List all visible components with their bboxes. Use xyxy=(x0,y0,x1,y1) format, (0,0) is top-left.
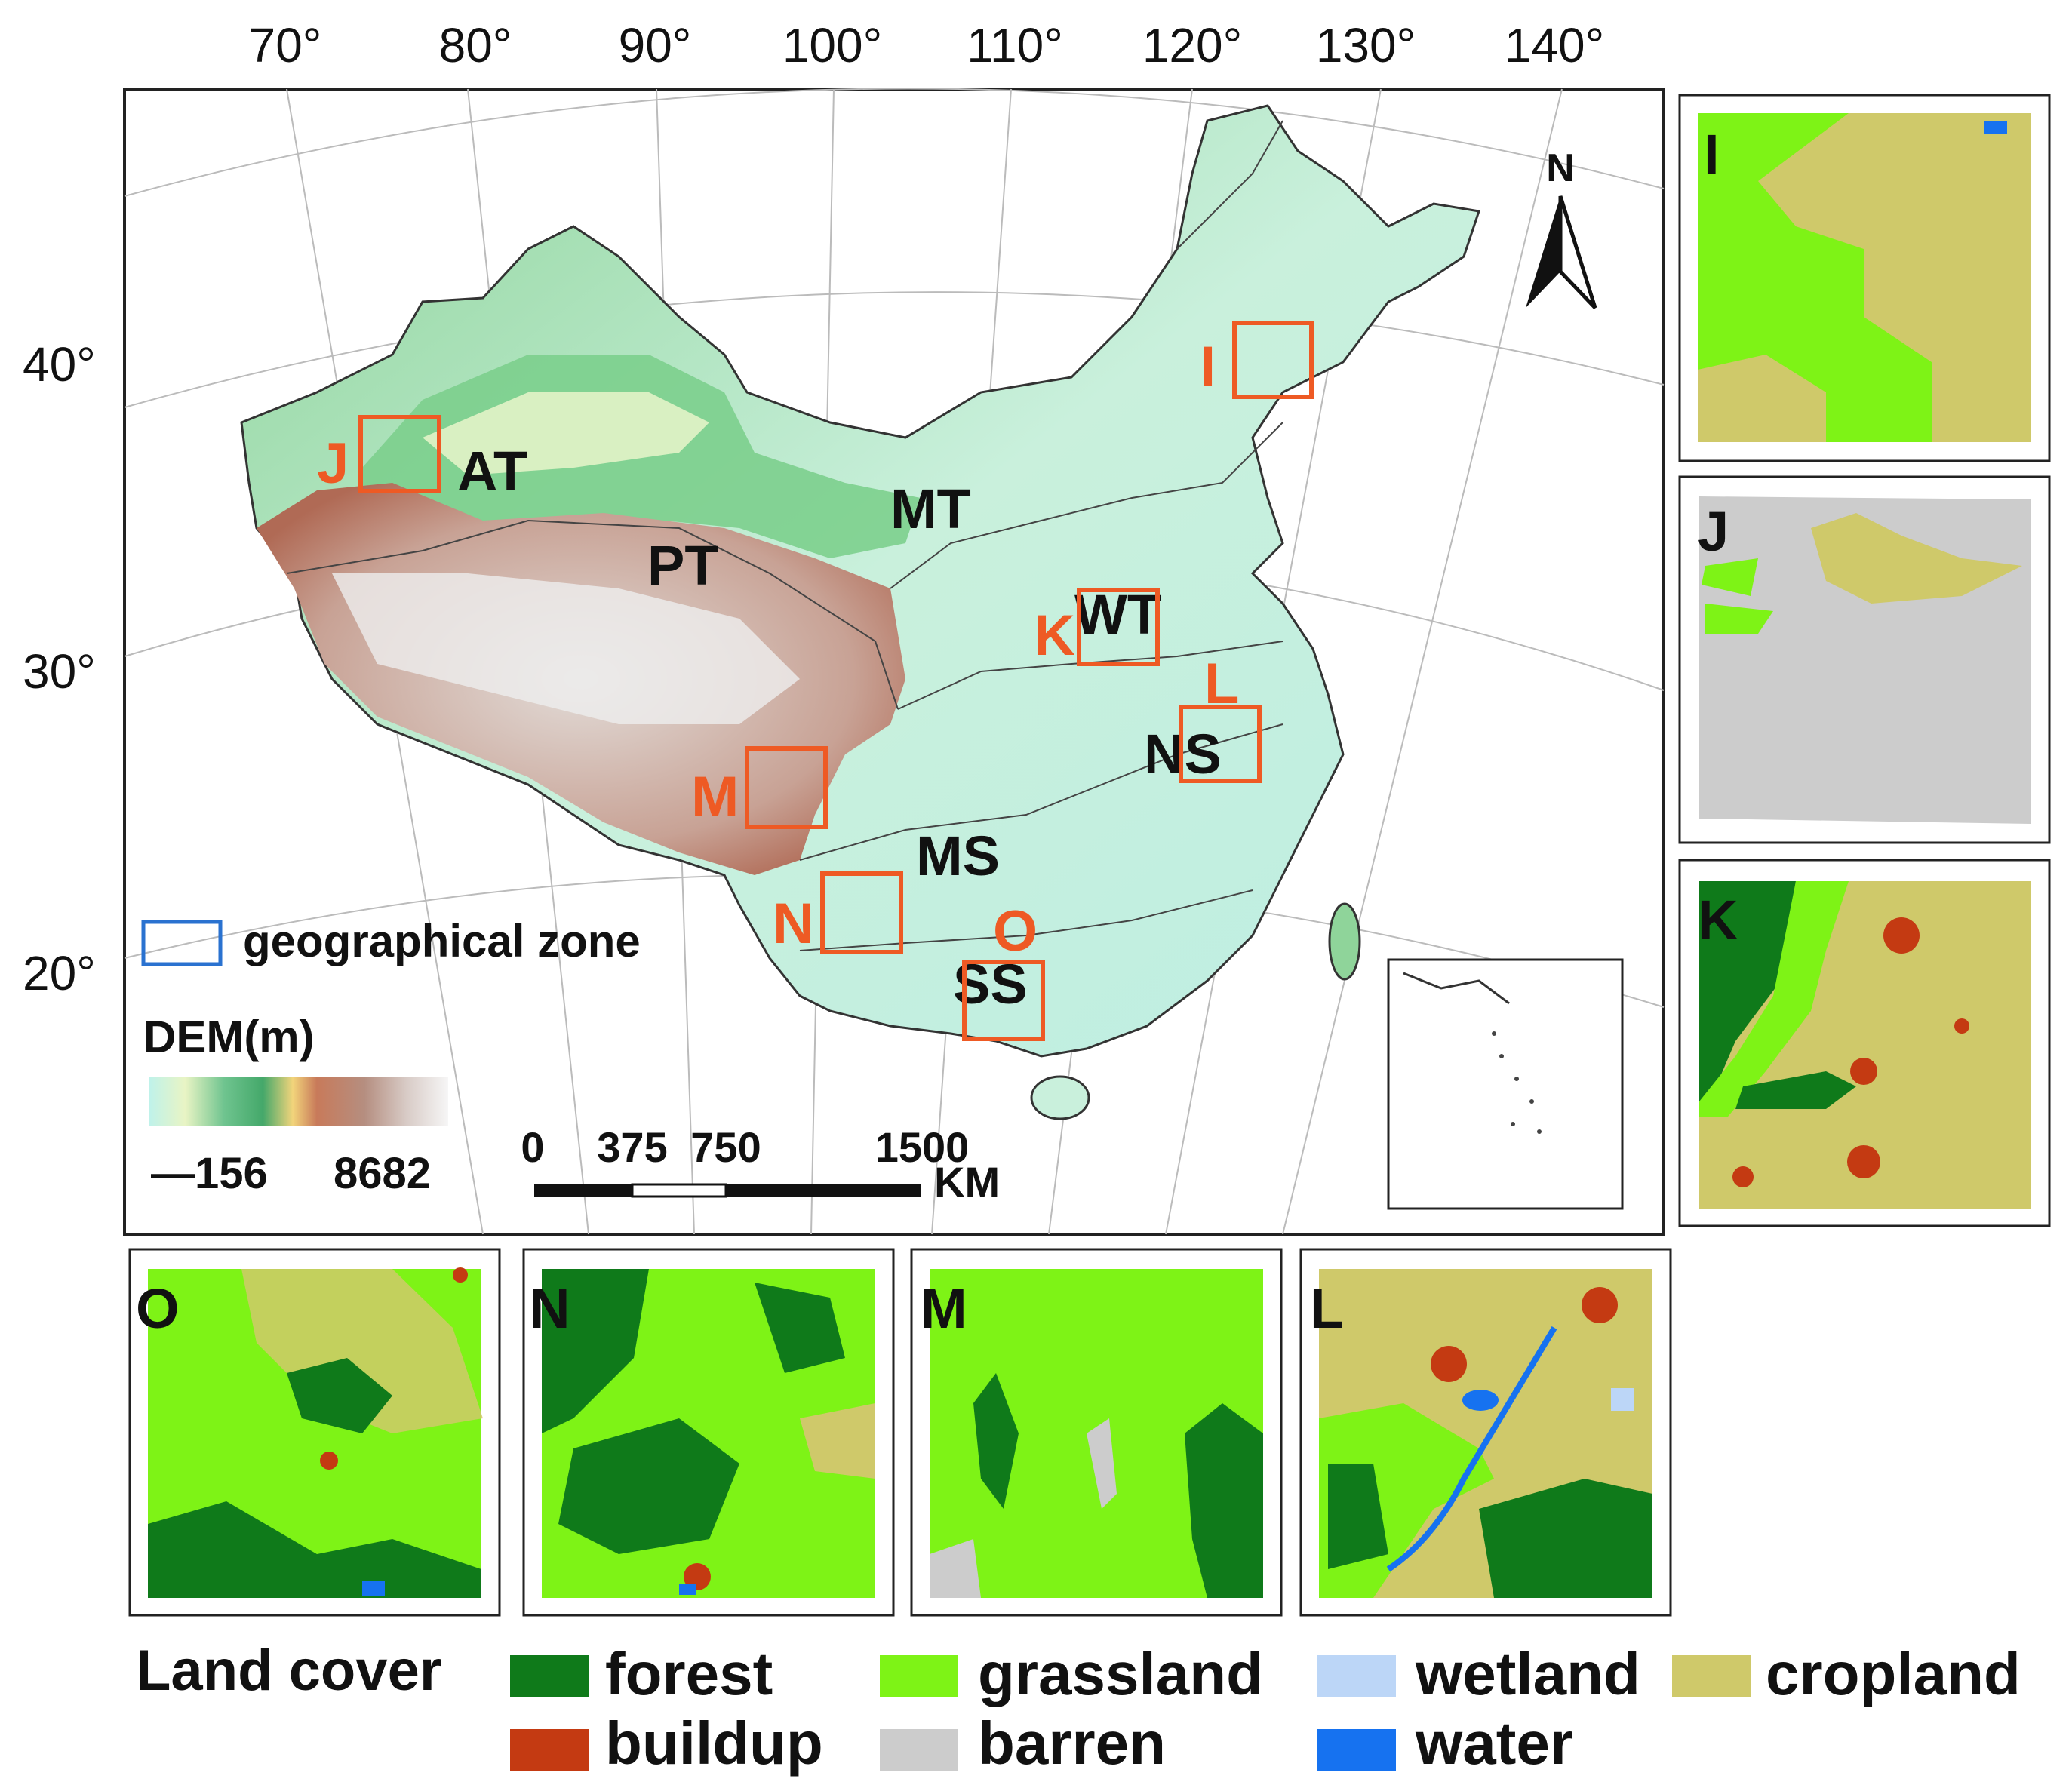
legend-label-grassland: grassland xyxy=(978,1640,1263,1707)
zone-legend-icon xyxy=(141,920,223,966)
site-label-i: I xyxy=(1200,335,1216,399)
scale-tick-375: 375 xyxy=(597,1123,667,1171)
north-label: N xyxy=(1546,146,1575,190)
lat-label: 30° xyxy=(23,644,96,699)
site-label-j: J xyxy=(317,432,349,496)
scale-tick-750: 750 xyxy=(690,1123,761,1171)
legend-label-forest: forest xyxy=(605,1640,773,1707)
lon-label: 120° xyxy=(1142,18,1242,72)
panel-label-i: I xyxy=(1704,123,1720,186)
scale-unit: KM xyxy=(934,1158,1000,1206)
dem-legend-title: DEM(m) xyxy=(143,1012,315,1062)
legend-swatch-wetland xyxy=(1317,1655,1396,1697)
zone-label-mt: MT xyxy=(890,478,971,540)
lon-label: 70° xyxy=(249,18,322,72)
panel-k: K xyxy=(1678,859,2051,1227)
dem-min-label: —156 xyxy=(151,1149,268,1198)
panel-label-k: K xyxy=(1698,889,1738,951)
panel-o: O xyxy=(128,1248,501,1617)
panel-label-m: M xyxy=(921,1277,967,1340)
site-box-l xyxy=(1179,705,1262,783)
legend-label-water: water xyxy=(1415,1710,1573,1777)
lon-label: 80° xyxy=(439,18,512,72)
panel-i: I xyxy=(1678,94,2051,462)
lat-label: 20° xyxy=(23,946,96,1000)
legend-label-cropland: cropland xyxy=(1766,1640,2021,1707)
north-arrow-icon xyxy=(1526,196,1560,308)
lon-label: 90° xyxy=(619,18,692,72)
panel-l: L xyxy=(1299,1248,1672,1617)
panel-j: J xyxy=(1678,475,2051,844)
lon-label: 100° xyxy=(782,18,882,72)
lon-label: 110° xyxy=(967,18,1063,72)
panel-label-l: L xyxy=(1310,1277,1344,1340)
site-box-i xyxy=(1232,321,1314,399)
site-label-l: L xyxy=(1204,652,1239,716)
site-box-j xyxy=(358,415,441,493)
scale-tick-0: 0 xyxy=(521,1123,544,1171)
legend-swatch-forest xyxy=(510,1655,589,1697)
scale-tick-1500: 1500 xyxy=(875,1123,970,1171)
latitude-labels: 40° 30° 20° xyxy=(23,337,96,1000)
site-box-n xyxy=(820,871,903,954)
lon-label: 140° xyxy=(1505,18,1604,72)
legend-swatch-barren xyxy=(880,1729,958,1771)
land-cover-legend: Land cover forest buildup grassland barr… xyxy=(136,1639,2021,1777)
legend-swatch-grassland xyxy=(880,1655,958,1697)
scale-bar: 0 375 750 1500 KM xyxy=(521,1123,1000,1206)
zone-label-at: AT xyxy=(457,440,527,502)
longitude-labels: 70° 80° 90° 100° 110° 120° 130° 140° xyxy=(249,18,1605,72)
study-site-boxes xyxy=(358,321,1314,1041)
site-label-o: O xyxy=(993,899,1038,963)
lon-label: 130° xyxy=(1316,18,1416,72)
legend-swatch-buildup xyxy=(510,1729,589,1771)
legend-swatch-water xyxy=(1317,1729,1396,1771)
land-cover-title: Land cover xyxy=(136,1639,441,1703)
lat-label: 40° xyxy=(23,337,96,392)
site-label-m: M xyxy=(691,765,739,829)
dem-max-label: 8682 xyxy=(334,1149,431,1198)
site-box-k xyxy=(1077,588,1160,666)
panel-n: N xyxy=(522,1248,895,1617)
zone-label-pt: PT xyxy=(647,534,719,597)
legend-swatch-cropland xyxy=(1672,1655,1751,1697)
china-dem xyxy=(240,104,1480,1120)
panel-m: M xyxy=(910,1248,1283,1617)
study-site-labels: I J K L M N O xyxy=(317,335,1239,963)
legend-label-wetland: wetland xyxy=(1415,1640,1640,1707)
site-label-k: K xyxy=(1034,604,1075,668)
zone-label-ms: MS xyxy=(916,825,1000,887)
zone-label-wt: WT xyxy=(1074,583,1161,646)
dem-colorbar xyxy=(149,1077,448,1126)
panel-label-j: J xyxy=(1698,500,1729,563)
site-box-m xyxy=(745,746,828,829)
panel-label-n: N xyxy=(530,1277,570,1340)
south-china-sea-inset xyxy=(1387,958,1624,1210)
panel-label-o: O xyxy=(136,1277,180,1340)
north-arrow: N xyxy=(1526,146,1597,309)
site-box-o xyxy=(962,960,1045,1041)
site-label-n: N xyxy=(773,892,814,956)
legend-label-buildup: buildup xyxy=(605,1710,823,1777)
zone-legend-label: geographical zone xyxy=(243,916,641,966)
legend-label-barren: barren xyxy=(978,1710,1166,1777)
